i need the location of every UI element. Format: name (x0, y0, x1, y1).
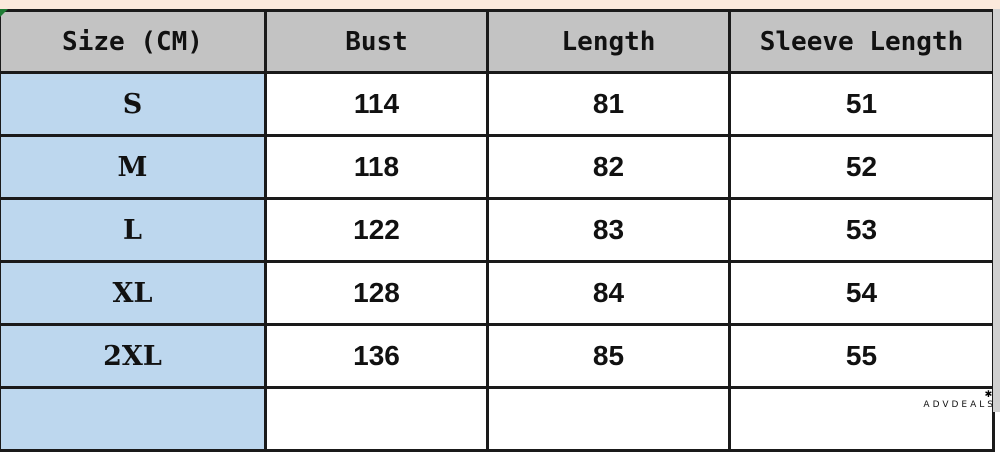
bust-cell: 136 (264, 323, 489, 389)
table-row: M 118 82 52 (0, 134, 995, 200)
table-row: XL 128 84 54 (0, 260, 995, 326)
cell-corner-marker (0, 9, 8, 17)
header-bust: Bust (264, 9, 489, 74)
header-length: Length (486, 9, 731, 74)
header-sleeve-length: Sleeve Length (728, 9, 995, 74)
sleeve-cell: 53 (728, 197, 995, 263)
table-row-partial (0, 386, 995, 452)
sleeve-cell: 52 (728, 134, 995, 200)
sleeve-cell: 51 (728, 71, 995, 137)
empty-cell (486, 386, 731, 452)
palm-tree-icon: ✱ (984, 386, 992, 400)
header-size: Size (CM) (0, 9, 267, 74)
empty-cell (264, 386, 489, 452)
right-strip (993, 9, 1000, 412)
empty-cell (728, 386, 995, 452)
sleeve-cell: 55 (728, 323, 995, 389)
size-cell: L (0, 197, 267, 263)
header-row: Size (CM) Bust Length Sleeve Length (0, 9, 995, 74)
size-cell: M (0, 134, 267, 200)
length-cell: 81 (486, 71, 731, 137)
size-cell: S (0, 71, 267, 137)
sleeve-cell: 54 (728, 260, 995, 326)
length-cell: 82 (486, 134, 731, 200)
bust-cell: 128 (264, 260, 489, 326)
size-cell: 2XL (0, 323, 267, 389)
table-row: 2XL 136 85 55 (0, 323, 995, 389)
table-row: L 122 83 53 (0, 197, 995, 263)
bust-cell: 118 (264, 134, 489, 200)
watermark: ADVDEALS (923, 400, 996, 410)
size-chart-table: Size (CM) Bust Length Sleeve Length S 11… (0, 9, 995, 452)
length-cell: 85 (486, 323, 731, 389)
size-cell: XL (0, 260, 267, 326)
length-cell: 83 (486, 197, 731, 263)
bust-cell: 122 (264, 197, 489, 263)
empty-cell (0, 386, 267, 452)
length-cell: 84 (486, 260, 731, 326)
bust-cell: 114 (264, 71, 489, 137)
table-row: S 114 81 51 (0, 71, 995, 137)
